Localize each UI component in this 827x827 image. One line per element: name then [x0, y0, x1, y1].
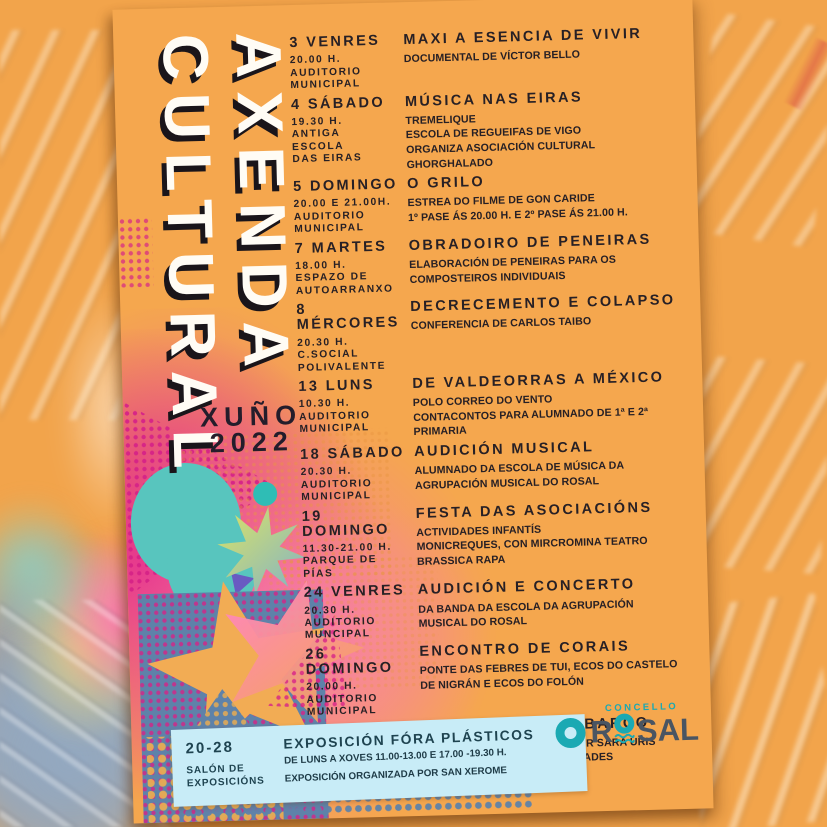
event-date: 18 SÁBADO — [299, 444, 405, 464]
event-row: 18 SÁBADO 20.30 H. AUDITORIO MUNICIPAL A… — [300, 438, 693, 505]
event-venue: ANTIGA ESCOLA DAS EIRAS — [291, 127, 363, 166]
event-venue: AUDITORIO MUNCIPAL — [304, 616, 377, 642]
event-details: DA BANDA DA ESCOLA DA AGRUPACIÓN MUSICAL… — [418, 597, 634, 631]
expo-banner: 20-28 SALÓN DE EXPOSICIÓNS EXPOSICIÓN FÓ… — [170, 714, 588, 807]
event-details: ALUMNADO DA ESCOLA DE MÚSICA DA AGRUPACI… — [414, 459, 625, 492]
event-date: 5 DOMINGO — [292, 176, 398, 196]
event-details: POLO CORREO DO VENTO CONTACONTOS PARA AL… — [412, 393, 649, 439]
event-venue: AUDITORIO MUNICIPAL — [293, 210, 366, 236]
event-venue: ESPAZO DE AUTOARRANXO — [295, 271, 394, 297]
event-title: AUDICIÓN E CONCERTO — [417, 576, 636, 599]
event-title: MÚSICA NAS EIRAS — [404, 88, 584, 110]
event-venue: AUDITORIO MUNICIPAL — [306, 692, 379, 719]
event-details: ELABORACIÓN DE PENEIRAS PARA OS COMPOSTE… — [409, 253, 617, 286]
event-title: FESTA DAS ASOCIACIÓNS — [415, 499, 653, 522]
poster-title-line2: CULTURAL — [149, 32, 233, 483]
event-date: 24 VENRES — [303, 582, 406, 602]
event-details: PONTE DAS FEBRES DE TUI, ECOS DO CASTELO… — [419, 658, 678, 692]
event-row: 5 DOMINGO 20.00 E 21.00H. AUDITORIO MUNI… — [293, 170, 686, 237]
events-list: 3 VENRES 20.00 H. AUDITORIO MUNICIPAL MA… — [289, 26, 701, 786]
event-row: 13 LUNS 10.30 H. AUDITORIO MUNICIPAL DE … — [298, 369, 692, 443]
poster-title: AXENDA CULTURAL — [148, 31, 307, 535]
background-texture — [685, 12, 827, 248]
event-venue: C.SOCIAL POLIVALENTE — [297, 348, 387, 374]
event-venue: AUDITORIO MUNICIPAL — [290, 65, 362, 92]
event-row: 7 MARTES 18.00 H. ESPAZO DE AUTOARRANXO … — [295, 231, 688, 298]
event-details: ESTREA DO FILME DE GON CARIDE 1º PASE ÁS… — [407, 192, 628, 225]
event-date: 19 DOMINGO — [301, 507, 391, 540]
poster: AXENDA CULTURAL XUÑO 2022 3 VENRES 20.00… — [112, 0, 714, 824]
event-details: TREMELIQUE ESCOLA DE REGUEIFAS DE VIGO O… — [405, 113, 596, 171]
logo-o-icon — [555, 717, 586, 748]
event-title: O GRILO — [406, 174, 486, 193]
logo-letter-r: R — [590, 713, 614, 750]
event-row: 24 VENRES 20.30 H. AUDITORIO MUNCIPAL AU… — [304, 576, 697, 643]
event-date: 8 MÉRCORES — [296, 301, 400, 334]
event-date: 3 VENRES — [289, 32, 381, 52]
event-venue: AUDITORIO MUNICIPAL — [299, 409, 371, 436]
logo-wave-o-icon — [613, 713, 636, 745]
event-title: AUDICIÓN MUSICAL — [413, 439, 595, 461]
event-date: 26 DOMINGO — [305, 646, 394, 678]
concello-rosal-logo: CONCELLO R SAL — [555, 700, 708, 750]
logo-letters-sal: SAL — [636, 711, 700, 749]
event-date: 7 MARTES — [294, 238, 388, 257]
background-texture — [690, 355, 827, 575]
background-texture — [0, 30, 120, 420]
event-details: ACTIVIDADES INFANTÍS MONICREQUES, CON MI… — [416, 523, 648, 568]
event-details: DOCUMENTAL DE VÍCTOR BELLO — [403, 48, 581, 66]
event-details: CONFERENCIA DE CARLOS TAIBO — [410, 315, 592, 333]
event-venue: AUDITORIO MUNICIPAL — [300, 477, 373, 504]
expo-venue: SALÓN DE EXPOSICIÓNS — [186, 763, 265, 789]
event-date: 13 LUNS — [298, 376, 376, 395]
event-row: 8 MÉRCORES 20.30 H. C.SOCIAL POLIVALENTE… — [296, 292, 690, 375]
event-row: 4 SÁBADO 19.30 H. ANTIGA ESCOLA DAS EIRA… — [291, 87, 685, 175]
event-venue: PARQUE DE PÍAS — [302, 554, 378, 580]
event-date: 4 SÁBADO — [290, 94, 386, 113]
red-paint-streak — [783, 36, 827, 112]
event-title: DECRECEMENTO E COLAPSO — [410, 292, 676, 316]
event-title: DE VALDEORRAS A MÉXICO — [412, 369, 665, 393]
event-row: 19 DOMINGO 11.30-21.00 H. PARQUE DE PÍAS… — [302, 499, 696, 581]
paint-smear-teal — [0, 495, 95, 635]
expo-dates: 20-28 — [185, 738, 235, 758]
event-row: 3 VENRES 20.00 H. AUDITORIO MUNICIPAL MA… — [289, 26, 682, 93]
event-title: ENCONTRO DE CORAIS — [419, 638, 631, 660]
event-title: OBRADOIRO DE PENEIRAS — [408, 231, 652, 254]
